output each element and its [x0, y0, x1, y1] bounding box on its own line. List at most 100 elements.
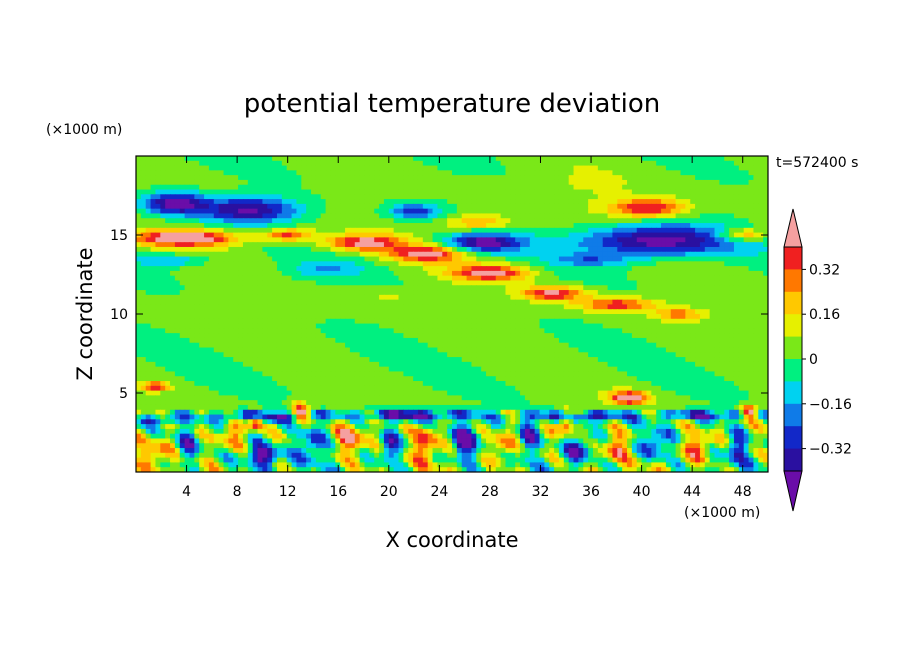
contour-cell — [719, 256, 725, 262]
contour-cell — [194, 156, 200, 162]
contour-cell — [398, 333, 404, 339]
contour-cell — [218, 203, 225, 210]
contour-cell — [374, 194, 380, 200]
contour-cell — [471, 237, 477, 243]
contour-cell — [456, 314, 463, 320]
contour-cell — [646, 314, 652, 320]
contour-cell — [471, 179, 477, 186]
contour-cell — [578, 275, 584, 282]
contour-cell — [218, 333, 225, 339]
contour-cell — [247, 184, 254, 191]
contour-cell — [558, 213, 565, 219]
contour-cell — [204, 261, 210, 267]
contour-cell — [136, 199, 142, 205]
contour-cell — [155, 175, 161, 181]
contour-cell — [150, 227, 157, 234]
contour-cell — [738, 165, 745, 171]
contour-cell — [758, 194, 764, 200]
contour-cell — [505, 266, 511, 272]
contour-cell — [558, 156, 565, 162]
contour-cell — [714, 184, 720, 191]
contour-cell — [729, 294, 735, 301]
contour-cell — [578, 199, 584, 205]
contour-cell — [588, 285, 594, 291]
contour-cell — [247, 179, 254, 186]
contour-cell — [670, 275, 677, 282]
contour-cell — [685, 223, 691, 229]
contour-cell — [252, 318, 259, 325]
contour-cell — [636, 189, 643, 195]
contour-cell — [223, 223, 229, 229]
contour-cell — [466, 213, 473, 219]
contour-cell — [510, 203, 516, 210]
contour-cell — [627, 328, 633, 334]
contour-cell — [753, 213, 759, 219]
contour-cell — [233, 270, 239, 277]
contour-cell — [646, 160, 652, 167]
contour-cell — [534, 199, 541, 205]
contour-cell — [345, 213, 351, 219]
contour-cell — [311, 275, 317, 282]
contour-cell — [505, 203, 511, 210]
contour-cell — [179, 328, 186, 334]
contour-cell — [160, 194, 166, 200]
contour-cell — [228, 261, 234, 267]
contour-cell — [150, 318, 157, 325]
contour-cell — [349, 156, 356, 162]
contour-cell — [486, 156, 492, 162]
contour-cell — [272, 184, 278, 191]
contour-cell — [325, 227, 332, 234]
contour-cell — [359, 184, 366, 191]
contour-cell — [257, 299, 263, 306]
contour-cell — [481, 333, 487, 339]
contour-cell — [325, 170, 332, 176]
contour-cell — [262, 179, 268, 186]
contour-cell — [733, 184, 740, 191]
contour-cell — [554, 256, 560, 262]
contour-cell — [364, 256, 370, 262]
contour-cell — [155, 294, 161, 301]
contour-cell — [349, 304, 356, 310]
contour-cell — [733, 227, 740, 234]
contour-cell — [729, 314, 735, 320]
contour-cell — [306, 314, 312, 320]
contour-cell — [194, 261, 200, 267]
contour-cell — [408, 218, 414, 224]
contour-cell — [330, 227, 336, 234]
contour-cell — [486, 290, 492, 296]
contour-cell — [204, 280, 210, 286]
contour-cell — [145, 304, 152, 310]
contour-cell — [208, 237, 215, 243]
contour-cell — [665, 218, 672, 224]
contour-cell — [471, 189, 477, 195]
contour-cell — [622, 275, 628, 282]
contour-cell — [738, 304, 745, 310]
contour-cell — [656, 218, 662, 224]
contour-cell — [267, 304, 273, 310]
contour-cell — [607, 246, 614, 253]
contour-cell — [452, 232, 458, 238]
contour-cell — [403, 208, 409, 215]
contour-cell — [174, 309, 181, 315]
contour-cell — [393, 208, 400, 215]
contour-cell — [306, 270, 312, 277]
contour-cell — [597, 223, 604, 229]
contour-cell — [393, 179, 400, 186]
contour-cell — [641, 179, 648, 186]
contour-cell — [563, 318, 570, 325]
contour-cell — [738, 184, 745, 191]
contour-cell — [233, 328, 239, 334]
contour-cell — [763, 318, 768, 325]
contour-cell — [349, 299, 356, 306]
contour-cell — [578, 299, 584, 306]
contour-cell — [281, 232, 288, 238]
contour-cell — [422, 323, 429, 329]
contour-cell — [306, 299, 312, 306]
contour-cell — [223, 170, 229, 176]
contour-cell — [704, 184, 711, 191]
contour-cell — [335, 232, 341, 238]
contour-cell — [524, 261, 531, 267]
contour-cell — [150, 232, 157, 238]
contour-cell — [330, 290, 336, 296]
contour-cell — [442, 184, 448, 191]
